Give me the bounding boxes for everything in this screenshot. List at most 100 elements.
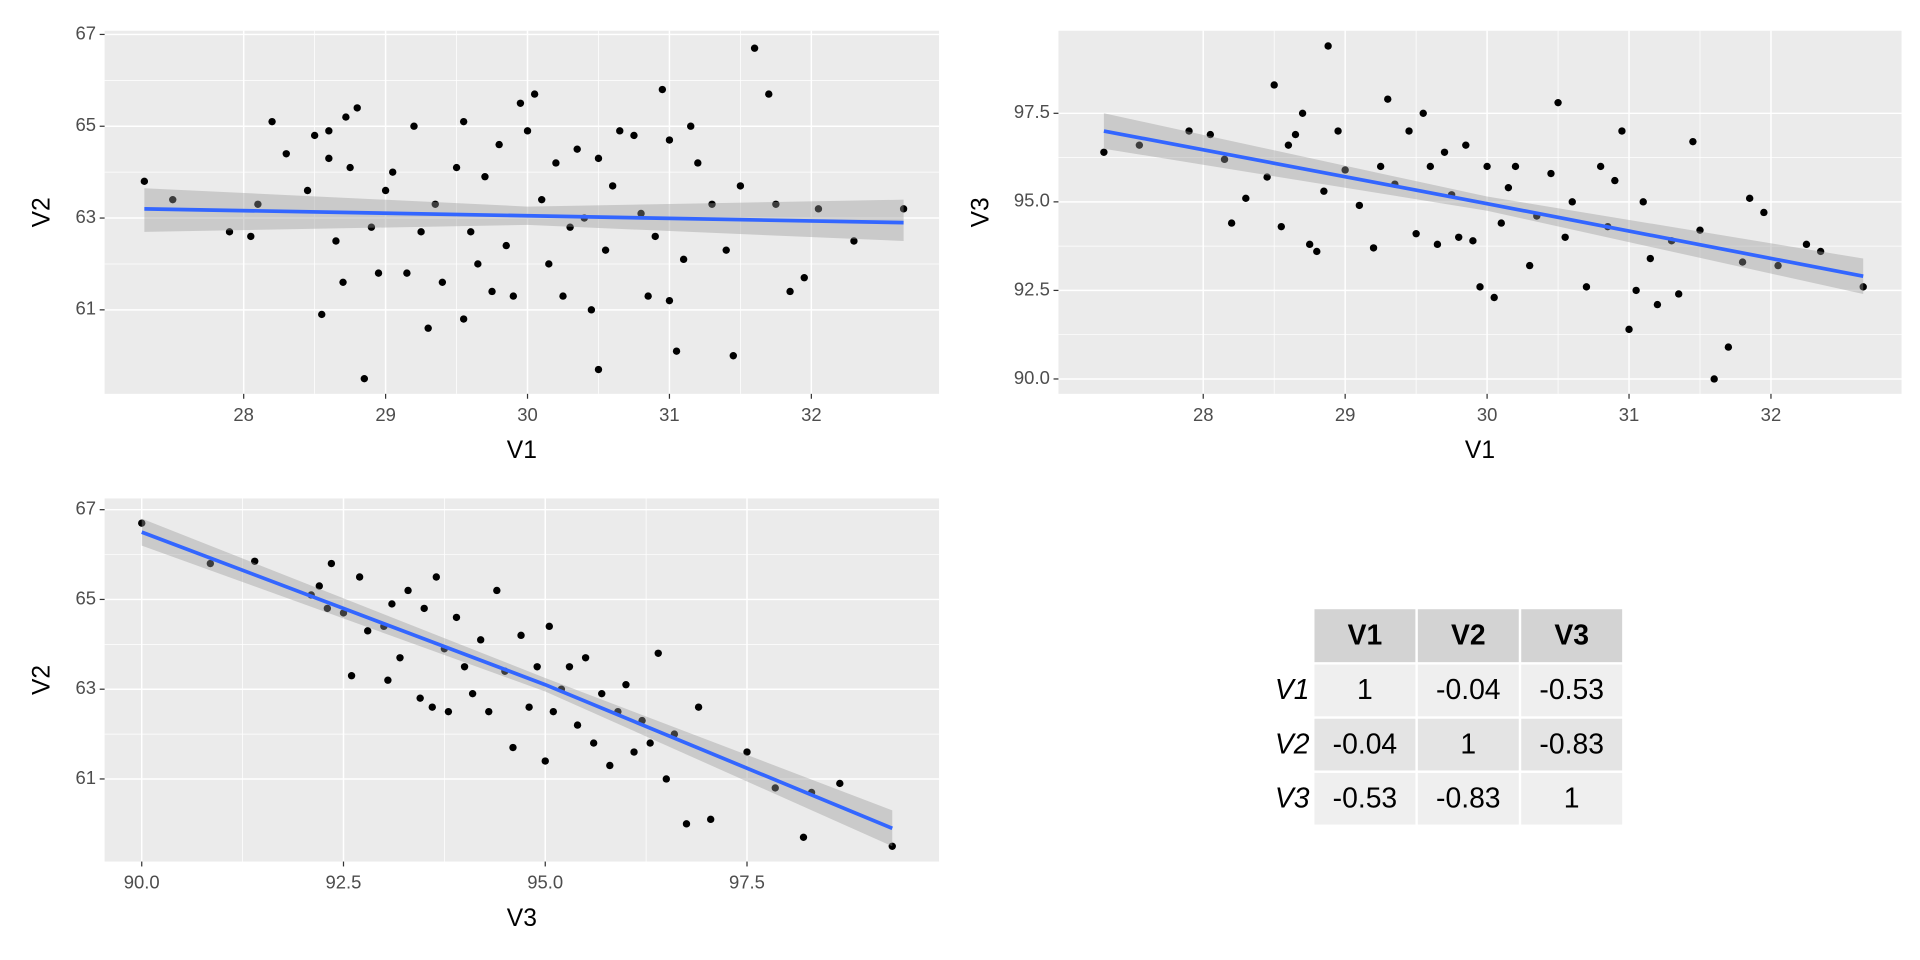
point [1490,293,1498,302]
point [1305,240,1314,249]
cell-value: -0.53 [1539,673,1604,705]
x-tick-label: 90.0 [124,872,160,893]
point [1469,237,1477,245]
point [687,122,695,130]
point [452,613,461,622]
point [598,689,606,698]
point [672,347,681,355]
point [315,582,323,590]
point [1412,230,1420,238]
point [495,140,503,149]
point [1547,169,1555,178]
point [1100,148,1108,156]
y-tick-label: 61 [75,298,96,319]
point [1135,141,1144,149]
point [1355,201,1364,210]
point [517,631,525,640]
point [573,721,582,729]
row-header: V1 [1275,673,1310,705]
column-header: V3 [1554,618,1589,650]
point [310,131,319,140]
point [516,99,525,107]
point [444,707,453,716]
point [651,232,659,241]
cell-value: 1 [1460,727,1476,759]
point [364,627,372,635]
point [1334,127,1342,135]
point [729,352,737,360]
point [1525,261,1534,270]
point [523,127,532,135]
point [601,246,610,254]
point [765,90,773,98]
header-cell [1417,609,1519,663]
point [581,654,590,662]
point [743,748,751,756]
point [1476,283,1484,291]
table-cell [1417,772,1519,825]
fit-line [1103,129,1864,279]
point [428,703,436,711]
point [431,200,439,208]
point [1483,162,1491,171]
point [303,186,312,195]
point [438,278,447,286]
cell-value: -0.83 [1539,727,1604,759]
point [467,228,475,236]
point [1384,95,1392,103]
point [488,287,496,296]
y-tick-label: 61 [75,767,96,788]
point [616,127,624,135]
panel [1058,30,1902,394]
point [384,676,392,684]
y-tick-label: 90.0 [1014,367,1050,388]
point [493,586,501,595]
point [1596,162,1605,171]
point [342,113,350,121]
point [140,177,149,186]
column-header: V1 [1348,618,1383,650]
point [1405,127,1413,135]
point [665,136,674,144]
point [318,310,326,319]
confidence-band [141,518,893,847]
point [799,833,808,841]
point [1554,98,1562,107]
point [1625,325,1633,334]
point [899,205,908,213]
cell-value: -0.04 [1333,727,1398,759]
point [416,694,424,702]
x-tick-label: 95.0 [527,872,563,893]
point [388,600,396,608]
point [206,559,215,568]
point [630,748,638,756]
point [347,672,356,680]
point [722,246,730,254]
point [1320,187,1328,195]
header-cell [1521,609,1623,663]
y-axis-title: V2 [29,197,56,227]
y-axis-title: V3 [968,197,995,227]
y-tick-label: 67 [75,498,96,519]
point [1298,109,1307,117]
point [1774,261,1782,270]
point [786,287,794,296]
point [247,232,255,241]
point [1760,208,1768,217]
point [332,237,340,245]
point [396,654,404,662]
point [552,159,560,167]
point [573,145,581,153]
point [1242,194,1250,203]
point [346,163,354,172]
point [1426,162,1435,171]
point [772,200,780,208]
table-cell [1521,772,1623,825]
point [353,104,361,112]
cell-value: -0.04 [1436,673,1501,705]
point [404,586,412,595]
point [559,292,567,300]
point [1277,222,1285,231]
point [367,223,376,231]
point [708,200,716,208]
